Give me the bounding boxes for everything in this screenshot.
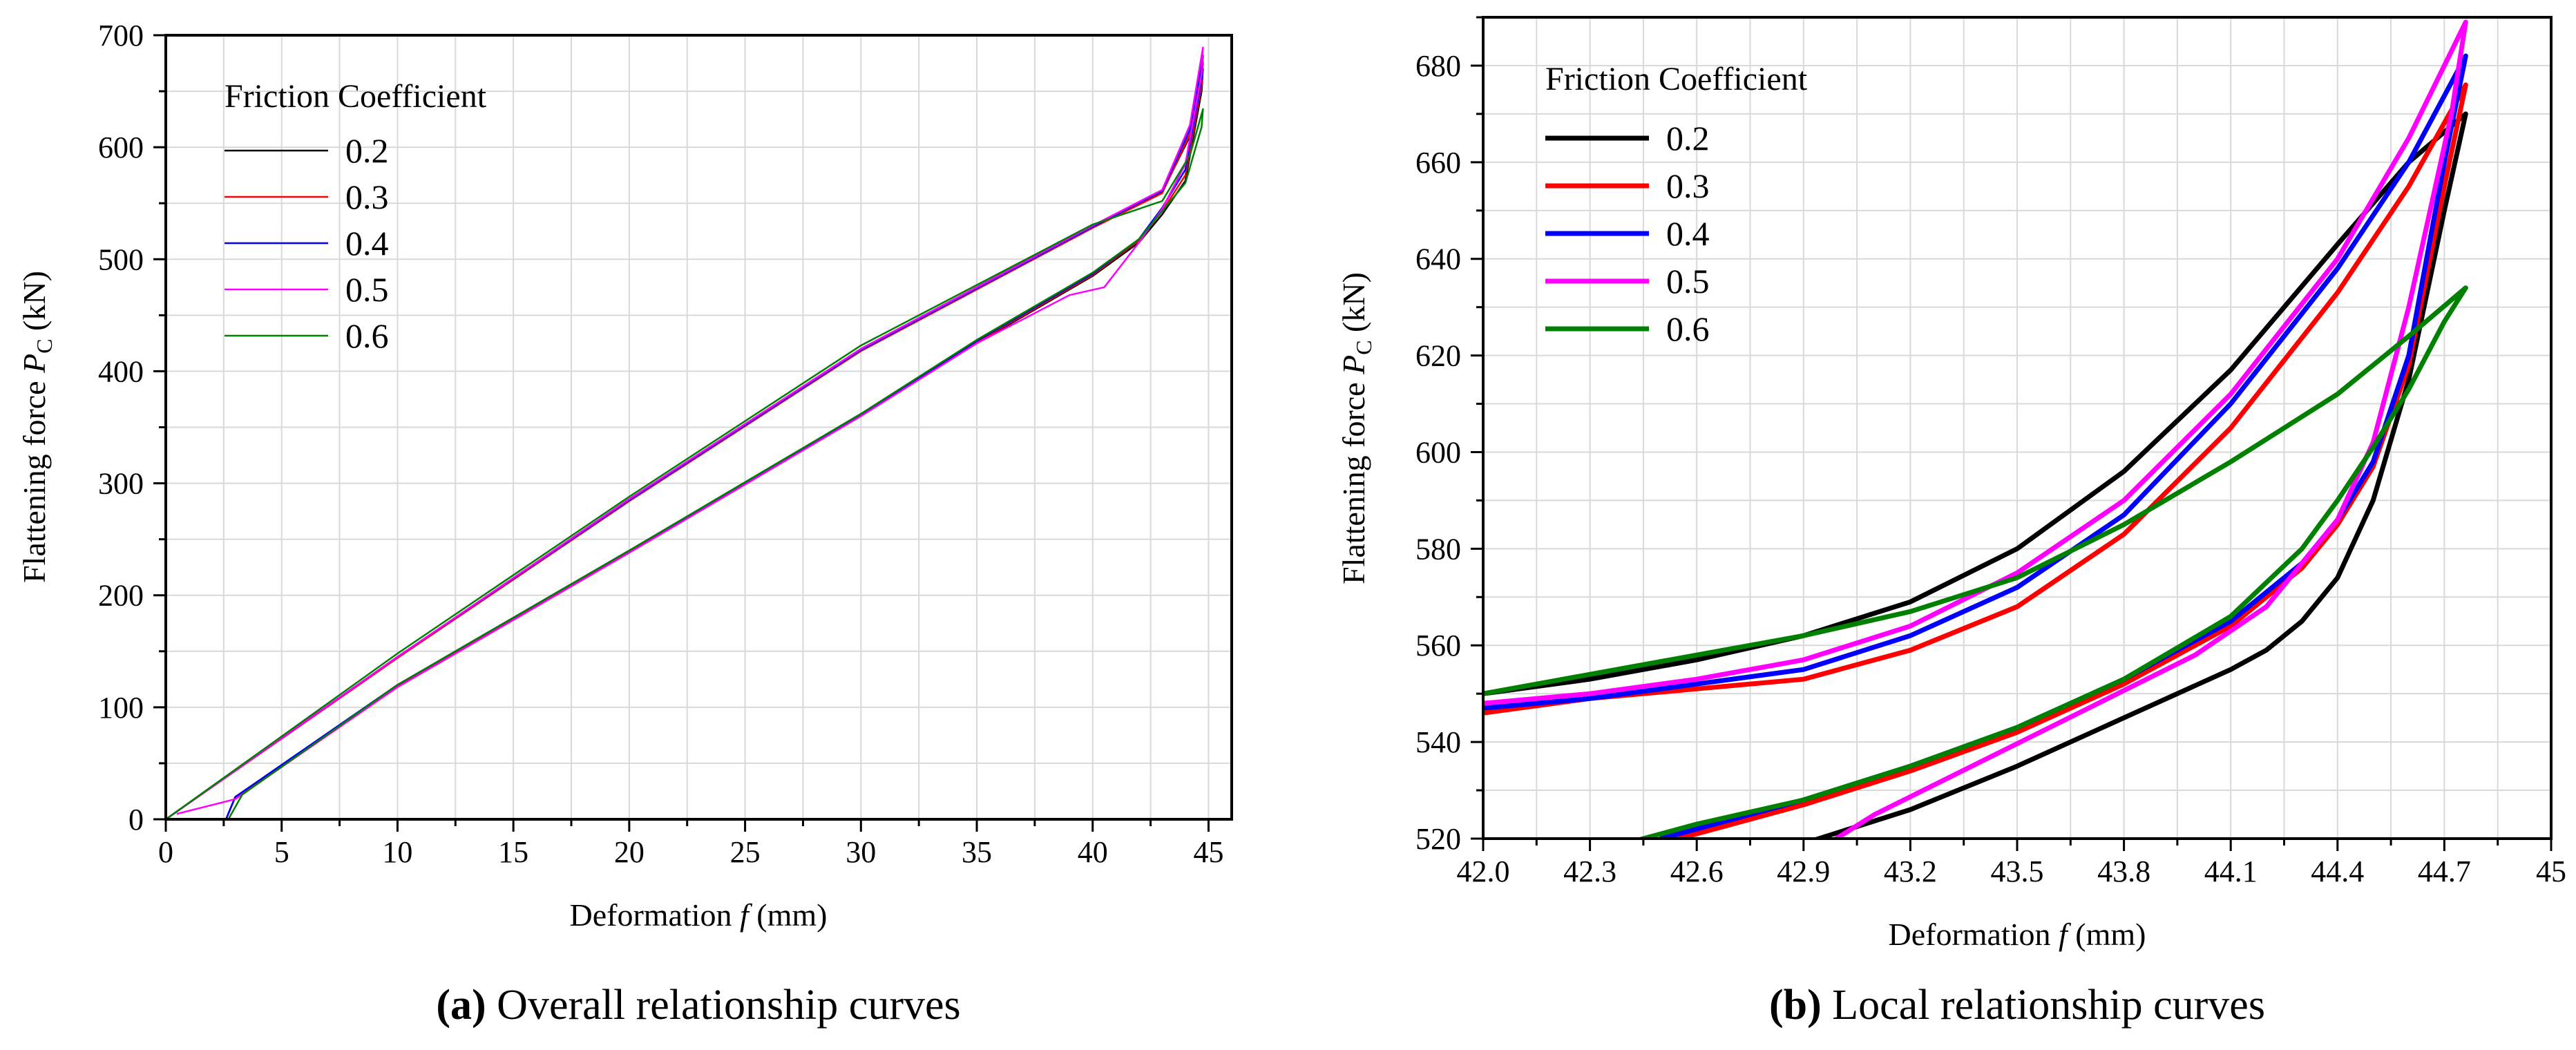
y-tick-label: 400 — [98, 354, 144, 388]
series-clip-group — [166, 46, 1204, 819]
legend-label-0-2: 0.2 — [345, 131, 389, 170]
y-tick-label: 520 — [1415, 822, 1461, 856]
x-tick-label: 40 — [1078, 835, 1108, 869]
series-group-a — [166, 46, 1204, 819]
y-tick-label: 660 — [1415, 146, 1461, 180]
x-tick-label: 42.9 — [1777, 855, 1830, 888]
y-axis-title-b: Flattening force PC (kN) — [1336, 272, 1376, 584]
caption-a: (a) Overall relationship curves — [436, 982, 960, 1029]
y-tick-label: 680 — [1415, 49, 1461, 83]
series-line-0-3 — [166, 61, 1204, 819]
x-tick-label: 44.4 — [2311, 855, 2364, 888]
ticks-b: 42.0 42.3 42.6 42.9 43.2 43.5 43.8 44.1 44.4 44.7… — [1415, 16, 2566, 888]
legend-label-0-5: 0.5 — [1666, 262, 1710, 300]
y-tick-label: 200 — [98, 579, 144, 613]
series-line-0-2 — [1483, 111, 2468, 839]
x-tick-label: 43.5 — [1991, 855, 2044, 888]
ticks-a: 0 5 10 15 20 25 30 35 40 45 0 100 200 300 400 500 600 700 — [98, 19, 1223, 869]
x-axis-title-b: Deformation f (mm) — [1888, 917, 2146, 952]
x-tick-label: 42.3 — [1563, 855, 1616, 888]
y-tick-label: 300 — [98, 467, 144, 501]
y-tick-label: 560 — [1415, 629, 1461, 662]
legend-label-0-2: 0.2 — [1666, 119, 1710, 158]
legend-title-b: Friction Coefficient — [1545, 61, 1808, 97]
series-line-0-6 — [166, 108, 1204, 819]
x-tick-label: 5 — [274, 835, 289, 869]
y-tick-label: 0 — [128, 803, 144, 837]
series-line-0-4 — [1483, 53, 2468, 839]
legend-title-a: Friction Coefficient — [225, 78, 487, 115]
x-tick-label: 45 — [1193, 835, 1223, 869]
x-tick-label: 44.7 — [2418, 855, 2471, 888]
series-line-0-6 — [1483, 285, 2468, 839]
grid-a — [165, 35, 1232, 820]
y-tick-label: 100 — [98, 691, 144, 725]
y-axis-title-a: Flattening force PC (kN) — [17, 271, 57, 583]
series-line-0-3 — [1483, 82, 2468, 839]
legend-label-0-6: 0.6 — [1666, 309, 1710, 348]
x-tick-label: 30 — [846, 835, 876, 869]
x-tick-label: 43.8 — [2097, 855, 2150, 888]
panel-a-overall: 0 5 10 15 20 25 30 35 40 45 0 100 200 300 400 500 600 700… — [17, 19, 1233, 1029]
x-tick-label: 15 — [498, 835, 528, 869]
series-line-0-5 — [1483, 19, 2468, 839]
x-tick-label: 44.1 — [2204, 855, 2258, 888]
legend-label-0-4: 0.4 — [1666, 214, 1710, 253]
series-line-0-5 — [166, 46, 1204, 819]
y-tick-label: 580 — [1415, 532, 1461, 566]
x-tick-label: 42.6 — [1670, 855, 1724, 888]
legend-a: Friction Coefficient 0.2 0.3 0.4 0.5 0.6 — [225, 78, 487, 355]
x-tick-label: 45 — [2536, 855, 2566, 888]
caption-b: (b) Local relationship curves — [1769, 982, 2265, 1029]
x-tick-label: 10 — [382, 835, 412, 869]
legend-label-0-6: 0.6 — [345, 316, 389, 355]
legend-b: Friction Coefficient 0.2 0.3 0.4 0.5 0.6 — [1545, 61, 1808, 348]
y-tick-label: 700 — [98, 19, 144, 52]
x-tick-label: 43.2 — [1884, 855, 1937, 888]
x-tick-label: 0 — [158, 835, 173, 869]
y-tick-label: 620 — [1415, 339, 1461, 373]
series-clip-group — [1483, 19, 2468, 839]
x-tick-label: 20 — [614, 835, 645, 869]
y-tick-label: 540 — [1415, 725, 1461, 759]
y-tick-label: 600 — [98, 131, 144, 164]
series-line-0-4 — [166, 54, 1204, 819]
x-tick-label: 42.0 — [1457, 855, 1510, 888]
panel-b-local: 42.0 42.3 42.6 42.9 43.2 43.5 43.8 44.1 44.4 44.7… — [1336, 16, 2566, 1029]
x-axis-title-a: Deformation f (mm) — [569, 897, 827, 933]
x-tick-label: 25 — [730, 835, 761, 869]
legend-label-0-5: 0.5 — [345, 270, 389, 309]
y-tick-label: 600 — [1415, 435, 1461, 469]
series-group-b — [1483, 19, 2468, 839]
x-tick-label: 35 — [962, 835, 992, 869]
legend-label-0-4: 0.4 — [345, 224, 389, 262]
legend-label-0-3: 0.3 — [345, 178, 389, 216]
legend-label-0-3: 0.3 — [1666, 166, 1710, 205]
y-tick-label: 640 — [1415, 242, 1461, 276]
y-tick-label: 500 — [98, 242, 144, 276]
